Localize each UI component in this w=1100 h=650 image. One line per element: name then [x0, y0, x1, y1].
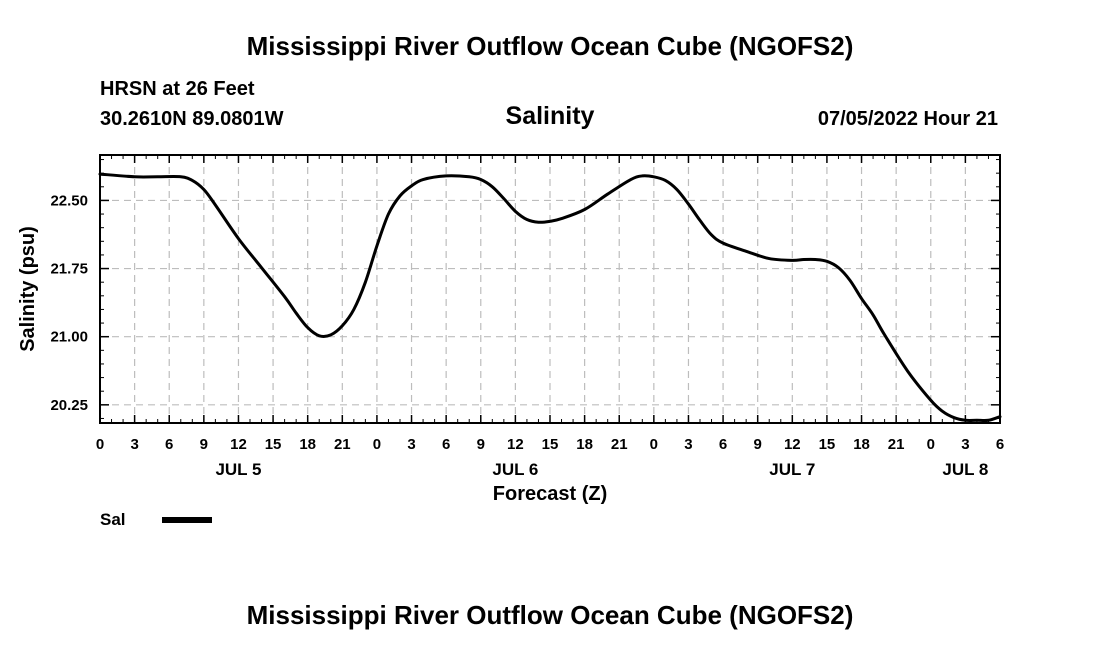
y-tick-label: 21.75	[50, 261, 88, 278]
x-tick-label: 9	[200, 436, 208, 453]
y-tick-label: 20.25	[50, 397, 88, 414]
station-label: HRSN at 26 Feet	[100, 78, 255, 100]
main-title: Mississippi River Outflow Ocean Cube (NG…	[247, 31, 854, 61]
x-tick-label: 6	[996, 436, 1004, 453]
x-tick-label: 9	[477, 436, 485, 453]
x-tick-label: 21	[611, 436, 628, 453]
forecast-timestamp: 07/05/2022 Hour 21	[818, 108, 998, 130]
footer-title: Mississippi River Outflow Ocean Cube (NG…	[247, 600, 854, 630]
x-tick-label: 18	[299, 436, 316, 453]
series-line-salinity	[98, 172, 1002, 423]
x-tick-label: 15	[542, 436, 559, 453]
x-tick-label: 6	[719, 436, 727, 453]
x-tick-label: 3	[961, 436, 969, 453]
chart-title: Salinity	[506, 102, 595, 130]
grid-lines	[100, 155, 1000, 423]
station-coordinates: 30.2610N 89.0801W	[100, 108, 284, 130]
x-tick-label: 15	[819, 436, 836, 453]
x-tick-label: 0	[373, 436, 381, 453]
x-tick-label: 9	[754, 436, 762, 453]
x-tick-label: 15	[265, 436, 282, 453]
x-tick-label: 3	[130, 436, 138, 453]
x-tick-label: 0	[650, 436, 658, 453]
x-tick-label: 18	[853, 436, 870, 453]
x-tick-labels: 0 3 6 9 12 15 18 21 0 3 6 9 12 15 18 21 0 3 6 9 12 15 18 21 0 3 6	[96, 436, 1004, 453]
series-layer	[98, 172, 1002, 423]
x-tick-label: 21	[888, 436, 905, 453]
x-axis-label: Forecast (Z)	[493, 483, 607, 505]
x-tick-label: 3	[407, 436, 415, 453]
y-tick-label: 21.00	[50, 329, 88, 346]
day-label: JUL 5	[215, 460, 261, 479]
plot-frame	[99, 154, 1001, 424]
x-tick-label: 21	[334, 436, 351, 453]
x-tick-label: 12	[507, 436, 524, 453]
legend-label: Sal	[100, 510, 126, 529]
day-label: JUL 6	[492, 460, 538, 479]
x-tick-label: 0	[927, 436, 935, 453]
y-tick-labels: 20.25 21.00 21.75 22.50	[50, 192, 88, 413]
x-tick-label: 18	[576, 436, 593, 453]
x-tick-label: 0	[96, 436, 104, 453]
y-tick-label: 22.50	[50, 192, 88, 209]
day-label: JUL 8	[942, 460, 988, 479]
x-tick-label: 6	[165, 436, 173, 453]
day-labels: JUL 5 JUL 6 JUL 7 JUL 8	[215, 460, 988, 479]
x-tick-label: 12	[230, 436, 247, 453]
x-tick-label: 3	[684, 436, 692, 453]
x-tick-label: 12	[784, 436, 801, 453]
legend: Sal	[100, 510, 212, 529]
y-axis-label: Salinity (psu)	[17, 226, 39, 352]
day-label: JUL 7	[769, 460, 815, 479]
x-tick-label: 6	[442, 436, 450, 453]
